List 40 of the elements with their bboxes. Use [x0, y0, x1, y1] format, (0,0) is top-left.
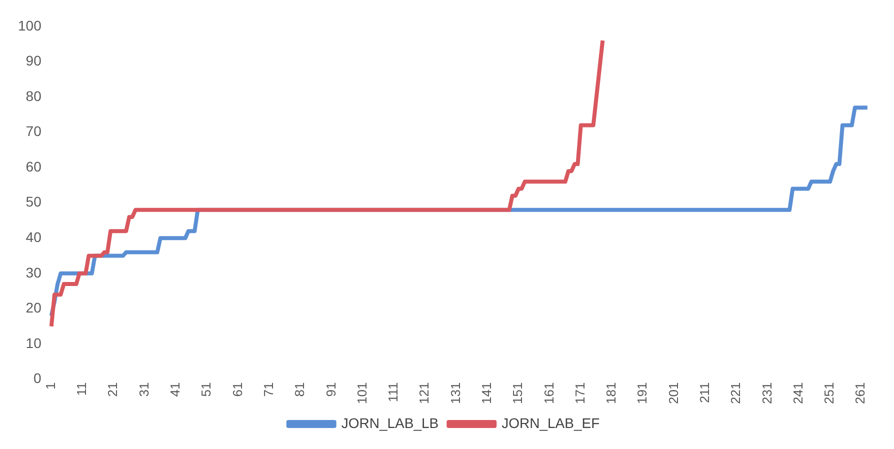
y-tick-label: 20: [26, 300, 42, 316]
x-tick-label: 251: [822, 382, 837, 404]
x-tick-label: 81: [292, 382, 308, 397]
y-tick-label: 30: [26, 264, 42, 280]
x-tick-label: 221: [728, 382, 744, 404]
y-tick-label: 10: [26, 334, 42, 351]
x-tick-label: 61: [230, 382, 245, 397]
x-tick-label: 261: [852, 382, 868, 404]
x-tick-label: 241: [790, 382, 806, 404]
y-tick-label: 100: [18, 17, 42, 34]
x-tick-label: 11: [74, 382, 90, 396]
y-tick-label: 90: [26, 52, 42, 69]
legend-label: JORN_LAB_EF: [502, 414, 600, 431]
x-tick-label: 31: [136, 382, 152, 397]
x-tick-label: 91: [323, 382, 338, 397]
legend-label: JORN_LAB_LB: [341, 414, 439, 431]
x-tick-label: 111: [386, 382, 401, 402]
x-tick-label: 201: [666, 382, 681, 404]
x-tick-label: 161: [541, 382, 556, 404]
x-tick-label: 141: [478, 382, 494, 404]
x-tick-label: 41: [168, 382, 183, 397]
x-tick-label: 171: [572, 382, 588, 404]
x-tick-label: 121: [416, 382, 432, 404]
x-tick-label: 181: [604, 382, 619, 404]
x-tick-label: 151: [510, 382, 526, 404]
x-tick-label: 211: [697, 382, 712, 404]
y-tick-label: 80: [26, 88, 42, 104]
y-tick-label: 40: [26, 229, 42, 246]
x-tick-label: 21: [105, 382, 120, 397]
y-tick-label: 60: [26, 158, 42, 174]
x-tick-label: 191: [634, 382, 650, 404]
x-tick-label: 101: [354, 382, 370, 404]
x-tick-label: 1: [42, 382, 58, 390]
x-tick-label: 231: [759, 382, 774, 404]
y-tick-label: 0: [34, 370, 42, 386]
x-tick-label: 51: [198, 382, 214, 397]
x-tick-label: 131: [448, 382, 463, 404]
y-tick-label: 50: [26, 194, 42, 210]
y-tick-label: 70: [26, 123, 42, 140]
x-tick-label: 71: [260, 382, 276, 397]
